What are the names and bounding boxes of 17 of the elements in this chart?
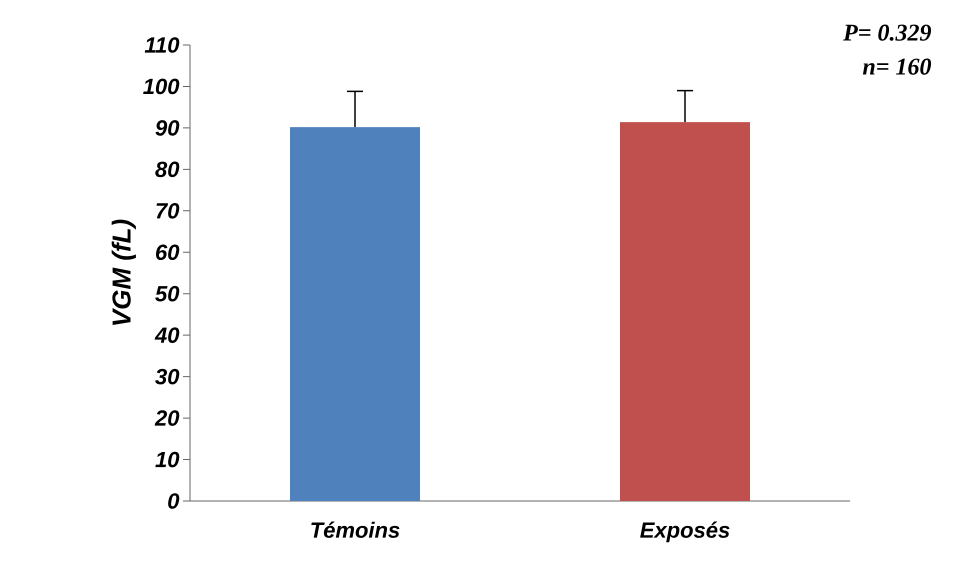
y-tick-label: 110 [144,37,180,53]
y-tick-label: 100 [143,78,180,94]
y-tick-label: 30 [155,368,180,384]
y-axis-title: VGM (fL) [112,220,136,325]
y-tick-label: 70 [156,203,180,219]
y-tick-label: 20 [154,410,180,426]
y-tick-label: 80 [155,162,180,178]
y-tick-label: 60 [156,244,180,260]
y-tick-label: 40 [154,327,180,343]
y-tick-label: 50 [155,286,180,302]
y-tick-label: 0 [168,493,180,509]
x-tick-label: Témoins [311,522,400,538]
x-tick-label: Exposés [640,522,730,542]
text: n= 160 [862,58,932,75]
text: P= 0.329 [843,24,932,41]
y-tick-label: 90 [156,120,180,136]
y-tick-label: 10 [155,452,180,468]
